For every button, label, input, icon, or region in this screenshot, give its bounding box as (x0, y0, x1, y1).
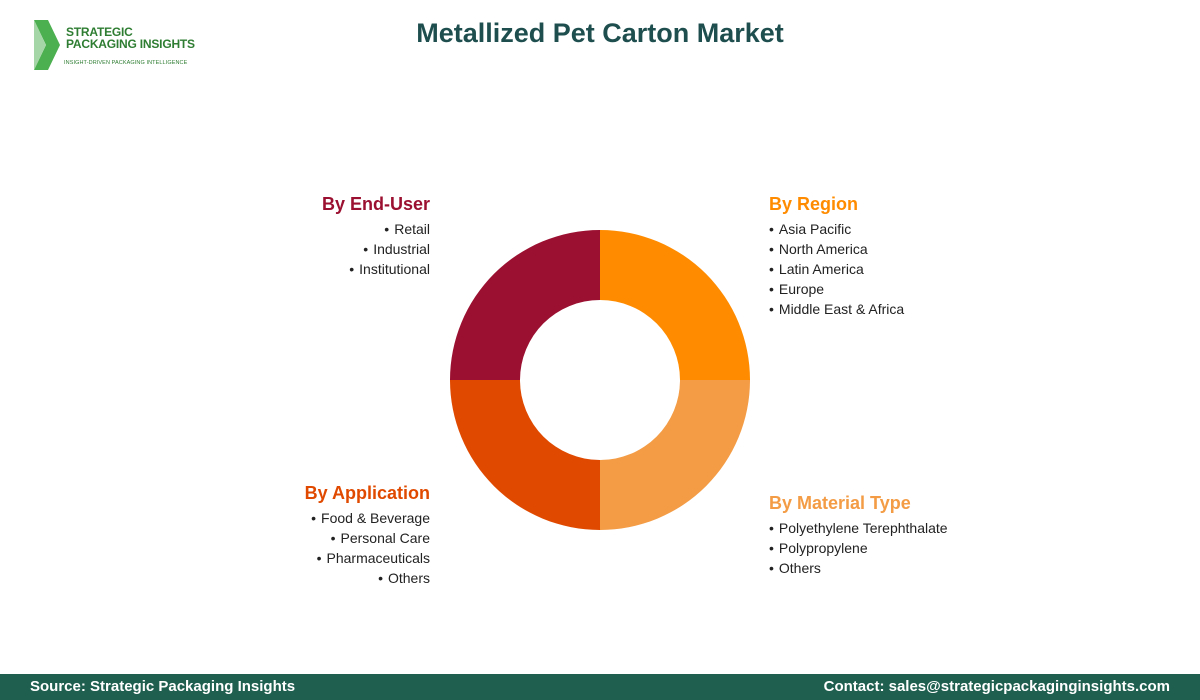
segment-item: Others (769, 558, 948, 578)
logo-chevron-icon (34, 20, 60, 70)
segment-item: Polyethylene Terephthalate (769, 518, 948, 538)
logo-line-1: STRATEGIC (66, 25, 133, 39)
segment-item: Asia Pacific (769, 219, 904, 239)
page-title: Metallized Pet Carton Market (416, 18, 784, 48)
segment-heading: By Region (769, 194, 859, 214)
segment-material-type: By Material Type Polyethylene Terephthal… (769, 492, 948, 578)
segment-item: Polypropylene (769, 538, 948, 558)
brand-logo: STRATEGIC PACKAGING INSIGHTS INSIGHT-DRI… (30, 18, 200, 74)
segment-item: Europe (769, 279, 904, 299)
footer-contact[interactable]: Contact: sales@strategicpackaginginsight… (823, 678, 1170, 695)
segment-item: Latin America (769, 259, 904, 279)
donut-slice-by-region (600, 230, 750, 380)
logo-line-2: PACKAGING INSIGHTS (66, 37, 195, 51)
segment-item: Retail (322, 219, 430, 239)
segment-item: Institutional (322, 259, 430, 279)
donut-slice-by-material-type (600, 380, 750, 530)
segment-item: Food & Beverage (305, 508, 430, 528)
segment-list: RetailIndustrialInstitutional (322, 219, 430, 279)
segment-item: Others (305, 568, 430, 588)
segment-item: Personal Care (305, 528, 431, 548)
footer-bar: Source: Strategic Packaging Insights Con… (0, 674, 1200, 700)
segment-heading: By End-User (321, 194, 430, 214)
donut-slice-by-end-user (450, 230, 600, 380)
logo-tagline: INSIGHT-DRIVEN PACKAGING INTELLIGENCE (64, 60, 188, 66)
segment-list: Asia PacificNorth AmericaLatin AmericaEu… (769, 219, 904, 319)
segment-region: By Region Asia PacificNorth AmericaLatin… (769, 193, 904, 319)
segment-item: North America (769, 239, 904, 259)
segment-item: Middle East & Africa (769, 299, 904, 319)
donut-slice-by-application (450, 380, 600, 530)
segment-application: By Application Food & BeveragePersonal C… (305, 482, 430, 588)
segment-item: Pharmaceuticals (305, 548, 431, 568)
segment-heading: By Material Type (769, 493, 911, 513)
segment-heading: By Application (304, 483, 430, 503)
segment-item: Industrial (322, 239, 430, 259)
footer-source: Source: Strategic Packaging Insights (30, 678, 296, 695)
segment-list: Polyethylene TerephthalatePolypropyleneO… (769, 518, 948, 578)
segment-list: Food & BeveragePersonal CarePharmaceutic… (305, 508, 430, 588)
segment-end-user: By End-User RetailIndustrialInstitutiona… (322, 193, 430, 279)
